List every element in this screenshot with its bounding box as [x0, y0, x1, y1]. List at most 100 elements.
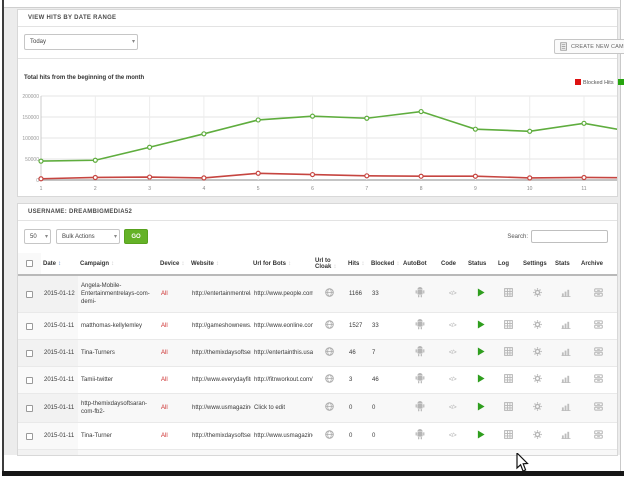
- settings-gear-icon[interactable]: [532, 320, 542, 329]
- row-checkbox[interactable]: [26, 404, 33, 412]
- device-link[interactable]: All: [158, 366, 189, 394]
- column-header-blocked[interactable]: Blocked ↕: [369, 253, 401, 276]
- code-icon[interactable]: </>: [448, 405, 457, 411]
- column-header-campaign[interactable]: Campaign ↕: [78, 253, 158, 276]
- stats-icon[interactable]: [561, 374, 571, 384]
- status-active-icon[interactable]: [477, 320, 485, 329]
- column-header-url-for-bots[interactable]: Url for Bots ↕: [251, 253, 313, 276]
- column-header-stats[interactable]: Stats: [553, 253, 579, 276]
- column-header-url-to-cloak[interactable]: Url to Cloak ↕: [313, 253, 346, 276]
- row-checkbox[interactable]: [26, 349, 33, 357]
- bulk-actions-select[interactable]: Bulk Actions ▾: [56, 229, 120, 244]
- device-link[interactable]: All: [158, 275, 189, 313]
- log-icon[interactable]: [504, 288, 513, 297]
- cell-autobot: [401, 366, 439, 394]
- code-icon[interactable]: </>: [448, 377, 457, 383]
- cell-blocked: 0: [369, 422, 401, 450]
- log-icon[interactable]: [504, 430, 513, 439]
- column-header-status[interactable]: Status: [466, 253, 496, 276]
- globe-icon[interactable]: [325, 402, 334, 411]
- stats-icon[interactable]: [561, 430, 571, 440]
- code-icon[interactable]: </>: [448, 350, 457, 356]
- select-all-checkbox[interactable]: [26, 260, 33, 267]
- archive-icon[interactable]: [593, 320, 603, 329]
- code-icon[interactable]: </>: [448, 291, 457, 297]
- sort-caret-icon: ↕: [333, 263, 337, 270]
- cell-stats: [553, 393, 579, 423]
- svg-text:2: 2: [94, 186, 97, 192]
- settings-gear-icon[interactable]: [532, 347, 542, 356]
- cell-url-for-bots: http://fitnworkout.com/: [251, 366, 313, 394]
- column-header-log[interactable]: Log: [496, 253, 521, 276]
- stats-icon[interactable]: [561, 288, 571, 298]
- search-input[interactable]: [531, 230, 608, 243]
- cell-log: [496, 312, 521, 340]
- status-active-icon[interactable]: [477, 374, 485, 383]
- settings-gear-icon[interactable]: [532, 402, 542, 411]
- column-header-archive[interactable]: Archive: [579, 253, 617, 276]
- column-header-device[interactable]: Device ↕: [158, 253, 189, 276]
- globe-icon[interactable]: [325, 374, 334, 383]
- globe-icon[interactable]: [325, 430, 334, 439]
- log-icon[interactable]: [504, 374, 513, 383]
- cell-campaign: Angela-Mobile-Entertainmentrelays-com-de…: [78, 275, 158, 313]
- column-header-autobot[interactable]: AutoBot: [401, 253, 439, 276]
- cell-settings: [521, 275, 553, 313]
- cell-website: http://entertainmentrelays...: [189, 275, 251, 313]
- page-size-select[interactable]: 50 ▾: [24, 229, 51, 244]
- date-range-panel-title: VIEW HITS BY DATE RANGE: [18, 10, 617, 27]
- cell-settings: [521, 422, 553, 450]
- android-icon: [415, 346, 425, 357]
- svg-text:3: 3: [148, 186, 151, 192]
- status-active-icon[interactable]: [477, 430, 485, 439]
- settings-gear-icon[interactable]: [532, 430, 542, 439]
- globe-icon[interactable]: [325, 320, 334, 329]
- column-header-settings[interactable]: Settings: [521, 253, 553, 276]
- archive-icon[interactable]: [593, 288, 603, 297]
- stats-icon[interactable]: [561, 347, 571, 357]
- code-icon[interactable]: </>: [448, 323, 457, 329]
- cell-url-to-cloak: [313, 422, 346, 450]
- row-checkbox[interactable]: [26, 290, 33, 298]
- archive-icon[interactable]: [593, 347, 603, 356]
- device-link[interactable]: All: [158, 339, 189, 367]
- row-checkbox[interactable]: [26, 376, 33, 384]
- globe-icon[interactable]: [325, 288, 334, 297]
- column-header-code[interactable]: Code: [439, 253, 466, 276]
- archive-icon[interactable]: [593, 374, 603, 383]
- column-header-date[interactable]: Date ↕: [41, 253, 78, 276]
- settings-gear-icon[interactable]: [532, 374, 542, 383]
- mouse-cursor: [516, 453, 529, 472]
- archive-icon[interactable]: [593, 430, 603, 439]
- cell-blocked: 33: [369, 275, 401, 313]
- date-range-panel: VIEW HITS BY DATE RANGE Today ▾ Total hi…: [17, 9, 618, 197]
- stats-icon[interactable]: [561, 402, 571, 412]
- select-all-header[interactable]: [18, 253, 41, 276]
- globe-icon[interactable]: [325, 347, 334, 356]
- cell-log: [496, 366, 521, 394]
- column-header-hits[interactable]: Hits ↕: [346, 253, 369, 276]
- go-button[interactable]: GO: [124, 229, 148, 244]
- log-icon[interactable]: [504, 320, 513, 329]
- log-icon[interactable]: [504, 402, 513, 411]
- date-range-select[interactable]: Today ▾: [24, 34, 138, 50]
- cell-stats: [553, 339, 579, 367]
- status-active-icon[interactable]: [477, 402, 485, 411]
- device-link[interactable]: All: [158, 449, 189, 455]
- cell-status: [466, 366, 496, 394]
- column-header-website[interactable]: Website ↕: [189, 253, 251, 276]
- log-icon[interactable]: [504, 347, 513, 356]
- create-new-campaign-button[interactable]: CREATE NEW CAMPAIGN: [554, 39, 624, 54]
- device-link[interactable]: All: [158, 422, 189, 450]
- settings-gear-icon[interactable]: [532, 288, 542, 297]
- device-link[interactable]: All: [158, 393, 189, 423]
- status-active-icon[interactable]: [477, 288, 485, 297]
- status-active-icon[interactable]: [477, 347, 485, 356]
- archive-icon[interactable]: [593, 402, 603, 411]
- device-link[interactable]: All: [158, 312, 189, 340]
- cell-settings: [521, 366, 553, 394]
- row-checkbox[interactable]: [26, 432, 33, 440]
- row-checkbox[interactable]: [26, 322, 33, 330]
- stats-icon[interactable]: [561, 320, 571, 330]
- code-icon[interactable]: </>: [448, 433, 457, 439]
